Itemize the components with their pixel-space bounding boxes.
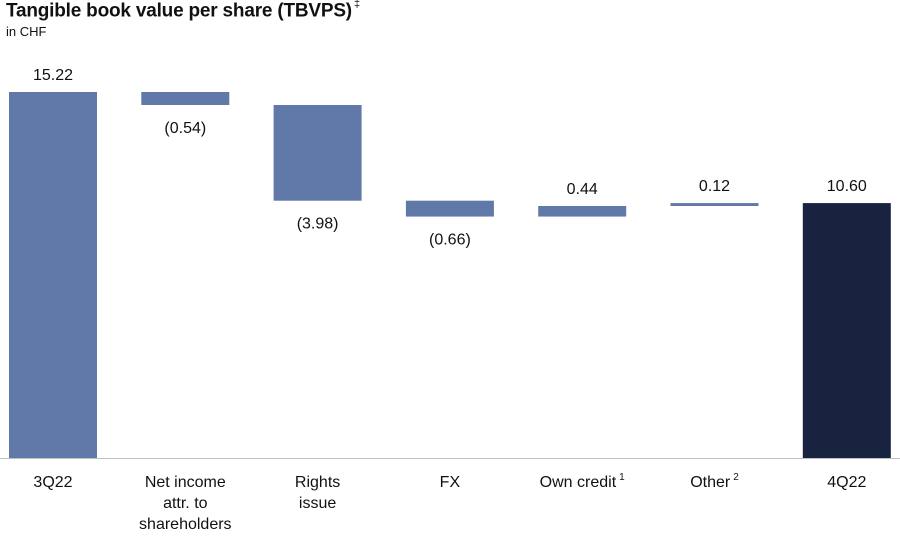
data-label: (0.54) [164,120,206,137]
data-label: (3.98) [297,216,339,233]
category-label: 4Q22 [827,474,866,491]
waterfall-bar [670,203,759,206]
waterfall-bar [405,200,494,217]
waterfall-bar [802,203,891,458]
chart-title: Tangible book value per share (TBVPS) ‡ [6,0,360,22]
waterfall-bar [538,205,627,217]
category-label: Net income attr. to shareholders [139,474,232,533]
waterfall-bar [141,92,230,105]
chart-subtitle: in CHF [6,24,47,39]
category-label: Other 2 [690,472,739,491]
category-label: 3Q22 [33,474,72,491]
title-footnote-mark: ‡ [353,0,360,10]
waterfall-bar [9,92,97,458]
data-label: 10.60 [827,178,867,195]
data-label: 0.12 [699,178,730,195]
category-label: Own credit 1 [540,472,625,491]
data-label: (0.66) [429,232,471,249]
category-label: FX [440,474,461,491]
waterfall-bar [273,104,362,201]
category-label: Rights issue [295,474,340,512]
data-label: 15.22 [33,67,73,84]
data-label: 0.44 [567,181,598,198]
